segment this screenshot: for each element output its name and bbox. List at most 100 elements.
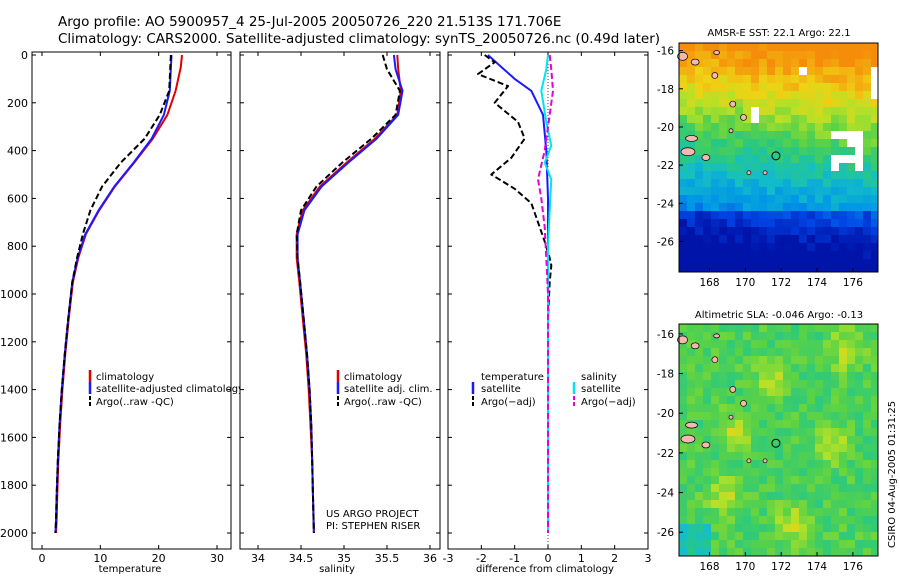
map-cell <box>839 43 848 52</box>
map-cell <box>839 131 848 140</box>
map-cell <box>783 420 792 429</box>
map-cell <box>799 59 808 68</box>
map-cell <box>679 219 688 228</box>
map-cell <box>863 412 872 421</box>
map-cell <box>807 195 816 204</box>
map-cell <box>695 251 704 260</box>
map-cell <box>775 75 784 84</box>
map-cell <box>831 91 840 100</box>
map-cell <box>695 396 704 405</box>
map-cell <box>679 187 688 196</box>
island-shape <box>729 386 737 393</box>
map-cell <box>783 123 792 132</box>
map-cell <box>695 155 704 164</box>
map-cell <box>695 492 704 501</box>
map-cell <box>823 163 832 172</box>
map-cell <box>839 420 848 429</box>
map-cell <box>807 91 816 100</box>
map-cell <box>775 348 784 357</box>
map-cell <box>807 115 816 124</box>
map-cell <box>711 508 720 517</box>
map-cell <box>695 356 704 365</box>
map-cell <box>839 484 848 493</box>
map-cell <box>855 43 864 52</box>
map-cell <box>727 67 736 76</box>
map-cell <box>735 372 744 381</box>
map-cell <box>735 428 744 437</box>
map-cell <box>799 380 808 389</box>
map-cell <box>863 59 872 68</box>
map-cell <box>711 468 720 477</box>
map-cell <box>815 372 824 381</box>
map-cell <box>839 195 848 204</box>
map-cell <box>775 508 784 517</box>
map-cell <box>807 372 816 381</box>
map-cell <box>687 211 696 220</box>
map-cell <box>735 348 744 357</box>
sst-heatmap <box>679 43 879 273</box>
x-tick-label: 1 <box>578 552 585 565</box>
map-cell <box>743 492 752 501</box>
map-cell <box>823 540 832 549</box>
map-cell <box>799 83 808 92</box>
map-cell <box>831 348 840 357</box>
map-cell <box>823 155 832 164</box>
map-cell <box>743 412 752 421</box>
map-cell <box>711 548 720 557</box>
map-cell <box>743 83 752 92</box>
map-cell <box>735 420 744 429</box>
map-cell <box>839 476 848 485</box>
map-cell <box>863 179 872 188</box>
map-cell <box>719 452 728 461</box>
map-cell <box>703 468 712 477</box>
map-cell <box>695 444 704 453</box>
map-cell <box>767 195 776 204</box>
map-cell <box>799 251 808 260</box>
map-cell <box>719 372 728 381</box>
map-cell <box>735 219 744 228</box>
map-cell <box>695 468 704 477</box>
map-cell <box>791 420 800 429</box>
map-cell <box>871 340 879 349</box>
map-cell <box>871 460 879 469</box>
map-cell <box>855 396 864 405</box>
map-cell <box>687 492 696 501</box>
map-cell <box>711 219 720 228</box>
map-cell <box>823 460 832 469</box>
map-cell <box>735 67 744 76</box>
map-cell <box>791 412 800 421</box>
map-cell <box>703 235 712 244</box>
map-cell <box>759 452 768 461</box>
map-cell <box>767 43 776 52</box>
map-cell <box>711 83 720 92</box>
y-tick-label: 2000 <box>0 527 28 540</box>
legend-label-satellite-adjusted: satellite-adjusted climatology <box>96 384 244 395</box>
map-cell <box>863 267 872 273</box>
map-cell <box>823 388 832 397</box>
map-cell <box>775 235 784 244</box>
map-cell <box>839 219 848 228</box>
map-cell <box>831 99 840 108</box>
map-cell <box>767 324 776 333</box>
map-cell <box>703 179 712 188</box>
map-cell <box>831 163 840 172</box>
map-cell <box>687 267 696 273</box>
map-cell <box>863 332 872 341</box>
map-cell <box>719 548 728 557</box>
map-cell <box>815 203 824 212</box>
map-cell <box>743 187 752 196</box>
island-shape <box>690 342 700 350</box>
map-cell <box>799 147 808 156</box>
map-cell <box>807 107 816 116</box>
map-cell <box>679 428 688 437</box>
map-cell <box>735 203 744 212</box>
map-cell <box>831 211 840 220</box>
map-cell <box>711 404 720 413</box>
map-cell <box>847 227 856 236</box>
map-cell <box>799 540 808 549</box>
map-cell <box>759 139 768 148</box>
map-cell <box>815 235 824 244</box>
map-cell <box>679 396 688 405</box>
map-cell <box>711 227 720 236</box>
map-cell <box>863 468 872 477</box>
